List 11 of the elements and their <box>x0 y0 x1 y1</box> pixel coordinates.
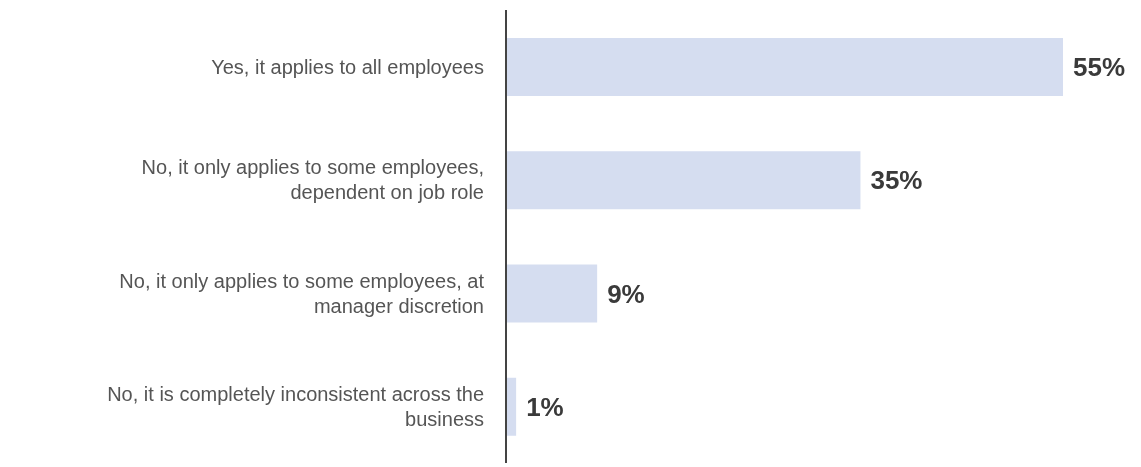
y-tick-label: Yes, it applies to all employees <box>211 55 484 78</box>
bar <box>506 264 598 323</box>
bar <box>506 38 1063 96</box>
data-label: 9% <box>607 278 645 309</box>
data-label: 1% <box>526 391 564 422</box>
y-tick-label: No, it is completely inconsistent across the business <box>107 382 484 430</box>
data-label: 35% <box>870 165 923 196</box>
data-label: 55% <box>1073 52 1126 82</box>
y-tick-label: No, it only applies to some employees, at manager discretion <box>119 269 485 317</box>
bar <box>506 151 861 210</box>
y-tick-label: No, it only applies to some employees, dependent on job role <box>141 156 484 204</box>
